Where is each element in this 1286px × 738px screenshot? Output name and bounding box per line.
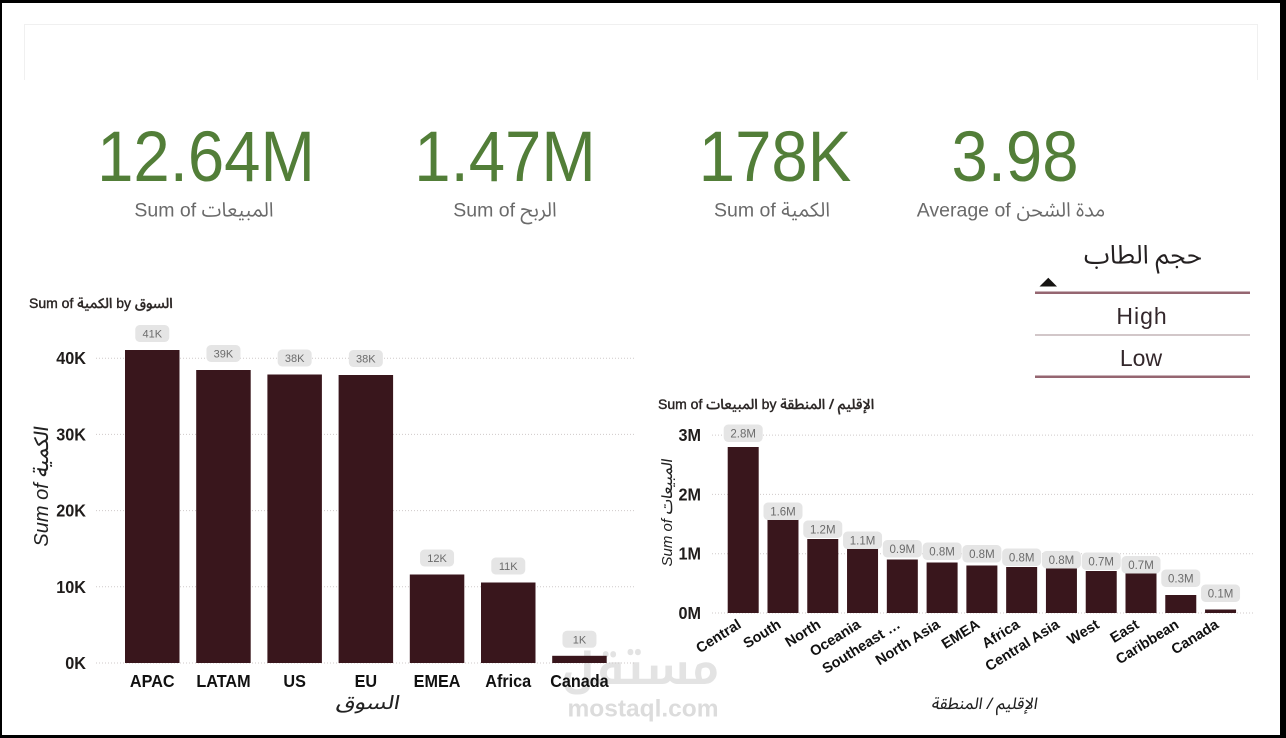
svg-text:Sum of: Sum of	[659, 515, 676, 567]
svg-text:10K: 10K	[56, 577, 86, 597]
svg-text:1.1M: 1.1M	[850, 535, 876, 547]
svg-text:Low: Low	[1120, 345, 1163, 371]
svg-text:0.1M: 0.1M	[1208, 588, 1234, 600]
svg-text:20K: 20K	[56, 501, 86, 521]
svg-text:39K: 39K	[214, 349, 234, 361]
svg-text:12.64M: 12.64M	[97, 118, 315, 197]
svg-text:0.8M: 0.8M	[969, 549, 995, 561]
svg-text:3M: 3M	[679, 425, 701, 445]
svg-text:0.9M: 0.9M	[890, 544, 916, 556]
svg-text:Sum of: Sum of	[714, 200, 781, 222]
svg-text:mostaql.com: mostaql.com	[567, 696, 718, 723]
svg-text:0.7M: 0.7M	[1128, 560, 1154, 572]
svg-text:1M: 1M	[679, 544, 701, 564]
svg-text:Sum of: Sum of	[658, 396, 706, 412]
svg-text:APAC: APAC	[130, 671, 175, 691]
svg-text:12K: 12K	[427, 553, 447, 565]
svg-text:Africa: Africa	[485, 671, 531, 691]
svg-text:LATAM: LATAM	[196, 671, 250, 691]
svg-text:Average of: Average of	[917, 200, 1016, 222]
svg-text:EMEA: EMEA	[939, 617, 983, 653]
svg-text:38K: 38K	[285, 353, 305, 365]
svg-text:High: High	[1116, 303, 1167, 329]
svg-text:1.6M: 1.6M	[770, 506, 796, 518]
svg-text:2.8M: 2.8M	[730, 428, 756, 440]
svg-text:38K: 38K	[356, 354, 376, 366]
svg-text:11K: 11K	[499, 561, 518, 573]
svg-text:Sum of: Sum of	[134, 200, 201, 222]
svg-text:41K: 41K	[142, 329, 162, 341]
svg-text:3.98: 3.98	[951, 118, 1078, 197]
svg-text:Sum of: Sum of	[29, 295, 77, 311]
svg-text:2M: 2M	[679, 485, 701, 505]
svg-text:0K: 0K	[65, 653, 86, 673]
svg-text:West: West	[1065, 617, 1103, 649]
svg-text:Sum of: Sum of	[453, 200, 520, 222]
svg-text:Canada: Canada	[550, 671, 609, 691]
svg-text:1.47M: 1.47M	[414, 118, 596, 197]
svg-text:by: by	[758, 396, 781, 412]
svg-text:US: US	[283, 671, 305, 691]
svg-text:EMEA: EMEA	[414, 671, 461, 691]
svg-text:40K: 40K	[56, 348, 86, 368]
svg-text:1K: 1K	[573, 634, 587, 646]
svg-text:30K: 30K	[56, 425, 86, 445]
svg-text:1.2M: 1.2M	[810, 524, 836, 536]
svg-text:0.8M: 0.8M	[929, 546, 955, 558]
svg-text:Central: Central	[693, 617, 744, 657]
svg-text:0M: 0M	[679, 603, 701, 623]
svg-text:0.8M: 0.8M	[1009, 552, 1035, 564]
svg-text:by: by	[112, 295, 135, 311]
svg-text:South: South	[741, 617, 784, 652]
svg-text:EU: EU	[355, 671, 377, 691]
svg-text:0.7M: 0.7M	[1088, 556, 1114, 568]
svg-text:Sum of: Sum of	[31, 478, 53, 547]
svg-text:0.3M: 0.3M	[1168, 573, 1194, 585]
svg-text:178K: 178K	[699, 118, 852, 197]
svg-text:0.8M: 0.8M	[1049, 555, 1075, 567]
